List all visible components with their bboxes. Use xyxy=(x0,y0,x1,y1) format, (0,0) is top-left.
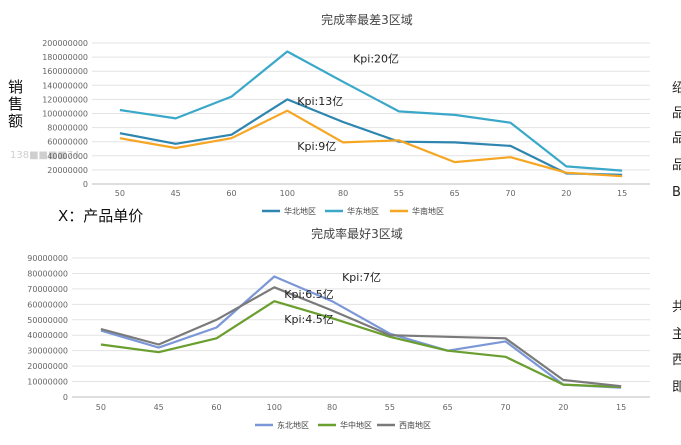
legend-label: 东北地区 xyxy=(277,420,309,430)
kpi-annotation: Kpi:13亿 xyxy=(297,95,343,108)
y-tick-label: 160000000 xyxy=(42,67,88,76)
x-tick-label: 70 xyxy=(505,189,515,198)
x-tick-label: 65 xyxy=(443,403,453,412)
y-tick-label: 80000000 xyxy=(47,124,88,133)
x-tick-label: 100 xyxy=(267,403,282,412)
y-tick-label: 70000000 xyxy=(27,285,68,294)
x-tick-label: 100 xyxy=(280,189,295,198)
edge-glyph: 品 xyxy=(672,106,681,121)
x-axis-label: X：产品单价 xyxy=(58,207,143,225)
x-tick-label: 20 xyxy=(558,403,568,412)
edge-glyph: 绍 xyxy=(672,81,681,96)
y-tick-label: 40000000 xyxy=(47,152,88,161)
y-axis-label-char-1: 销 xyxy=(8,78,23,96)
y-tick-label: 0 xyxy=(63,393,68,402)
kpi-annotation: Kpi:20亿 xyxy=(353,53,399,66)
chart-title: 完成率最差3区域 xyxy=(321,12,413,27)
x-tick-label: 80 xyxy=(327,403,337,412)
y-tick-label: 100000000 xyxy=(42,110,88,119)
legend-label: 华中地区 xyxy=(340,420,372,430)
x-tick-label: 70 xyxy=(500,403,510,412)
x-tick-label: 65 xyxy=(450,189,460,198)
x-tick-label: 60 xyxy=(226,189,236,198)
series-line xyxy=(100,275,622,389)
y-tick-label: 180000000 xyxy=(42,53,88,62)
legend-label: 华东地区 xyxy=(347,206,379,216)
y-tick-label: 20000000 xyxy=(47,166,88,175)
edge-glyph: 即 xyxy=(672,380,681,395)
y-tick-label: 30000000 xyxy=(27,347,68,356)
x-tick-label: 80 xyxy=(338,189,348,198)
y-tick-label: 10000000 xyxy=(27,378,68,387)
x-tick-label: 45 xyxy=(171,189,181,198)
y-axis-label-char-3: 额 xyxy=(8,112,23,130)
x-tick-label: 20 xyxy=(561,189,571,198)
x-tick-label: 15 xyxy=(616,403,626,412)
edge-glyph: 品 xyxy=(672,158,681,173)
y-tick-label: 20000000 xyxy=(27,362,68,371)
y-tick-label: 40000000 xyxy=(27,331,68,340)
chart-best-3-regions: 完成率最好3区域 0 10000000 20000000 30000000 4000000… xyxy=(27,226,650,430)
series-line xyxy=(119,98,623,176)
chart-worst-3-regions: 完成率最差3区域 0 20000000 40000000 60000000 8000000… xyxy=(42,12,650,216)
x-tick-label: 55 xyxy=(394,189,404,198)
kpi-annotation: Kpi:9亿 xyxy=(297,140,336,153)
y-axis-label-char-2: 售 xyxy=(8,95,23,113)
x-tick-label: 50 xyxy=(115,189,125,198)
series-line xyxy=(100,300,622,389)
series-line xyxy=(100,286,622,388)
y-tick-label: 120000000 xyxy=(42,95,88,104)
edge-glyph: 主 xyxy=(672,327,681,342)
chart-title: 完成率最好3区域 xyxy=(311,226,403,241)
edge-glyph: 西 xyxy=(672,353,681,368)
x-tick-label: 50 xyxy=(96,403,106,412)
legend-label: 华南地区 xyxy=(412,206,444,216)
x-tick-label: 15 xyxy=(617,189,627,198)
kpi-annotation: Kpi:6.5亿 xyxy=(284,288,333,301)
y-tick-label: 140000000 xyxy=(42,81,88,90)
legend-label: 华北地区 xyxy=(284,206,316,216)
y-tick-label: 80000000 xyxy=(27,269,68,278)
kpi-annotation: Kpi:4.5亿 xyxy=(284,313,333,326)
watermark: 138■■■■74 xyxy=(10,150,80,161)
y-tick-label: 200000000 xyxy=(42,39,88,48)
y-tick-label: 0 xyxy=(83,180,88,189)
x-tick-label: 60 xyxy=(211,403,221,412)
edge-glyph: B xyxy=(672,185,681,200)
legend-label: 西南地区 xyxy=(399,420,431,430)
y-tick-label: 60000000 xyxy=(47,138,88,147)
series-line xyxy=(119,109,623,178)
edge-glyph: 品 xyxy=(672,131,681,146)
y-tick-label: 90000000 xyxy=(27,254,68,263)
series-line xyxy=(119,50,623,172)
y-tick-label: 60000000 xyxy=(27,300,68,309)
kpi-annotation: Kpi:7亿 xyxy=(342,271,381,284)
x-tick-label: 45 xyxy=(154,403,164,412)
x-tick-label: 55 xyxy=(385,403,395,412)
edge-glyph: 共 xyxy=(672,300,681,315)
y-tick-label: 50000000 xyxy=(27,316,68,325)
